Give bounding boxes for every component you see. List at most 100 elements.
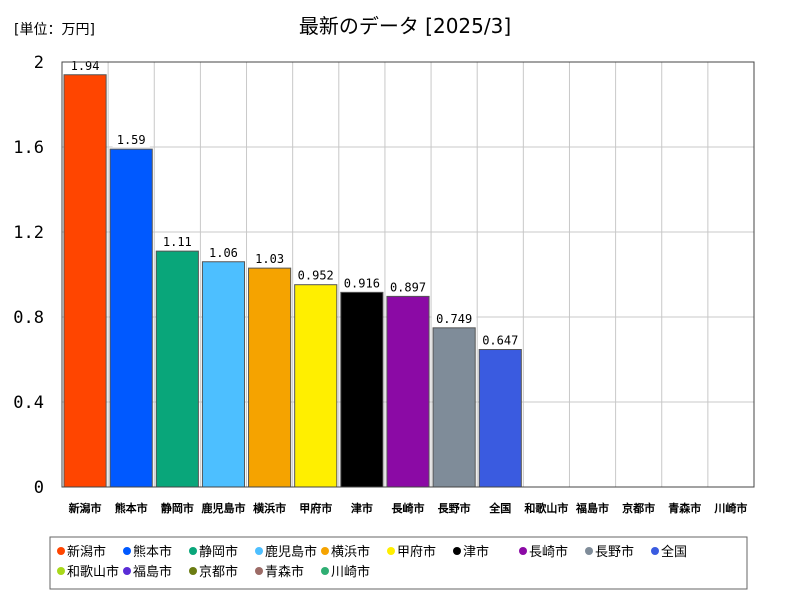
x-tick-label: 横浜市 <box>253 501 286 515</box>
y-tick-label: 1.6 <box>13 138 44 158</box>
bar-0-897 <box>386 295 430 488</box>
legend-frame <box>49 536 748 590</box>
legend-item: 熊本市 <box>123 544 172 560</box>
data-label: 1.59 <box>117 133 146 147</box>
data-label: 0.749 <box>436 312 472 326</box>
plot-frame <box>61 61 755 488</box>
legend-label: 全国 <box>661 544 687 560</box>
data-label-bg <box>431 309 477 326</box>
data-label-bg <box>66 56 104 73</box>
data-label: 1.06 <box>209 246 238 260</box>
y-tick-label: 2 <box>34 53 44 73</box>
legend-marker <box>519 547 527 555</box>
y-tick-label: 1.2 <box>13 223 44 243</box>
x-axis-ticks: 新潟市 熊本市 静岡市 鹿児島市 横浜市 甲府市 津市 長崎市 長野市 全国 和歌山市 福島市 京都市青… <box>69 501 748 515</box>
x-tick-label: 全国 <box>488 501 511 515</box>
data-label: 0.916 <box>344 276 380 290</box>
legend-marker <box>123 547 131 555</box>
y-axis-ticks: 0 0.4 0.8 1.2 1.6 2 <box>13 53 44 498</box>
legend-marker <box>453 547 461 555</box>
legend-label: 静岡市 <box>199 544 238 560</box>
legend-marker <box>585 547 593 555</box>
legend-marker <box>387 547 395 555</box>
legend-item: 津市 <box>453 544 489 560</box>
legend-marker <box>189 567 197 575</box>
legend-marker <box>255 547 263 555</box>
bar-0-749 <box>432 327 476 488</box>
data-label: 1.11 <box>163 235 192 249</box>
legend-marker <box>123 567 131 575</box>
data-label-bg <box>478 331 523 348</box>
bar-0-916 <box>340 291 384 488</box>
x-tick-label: 静岡市 <box>161 501 194 515</box>
legend-marker <box>321 567 329 575</box>
bar-1-94 <box>63 74 107 488</box>
data-label-bg <box>158 233 196 250</box>
x-tick-label: 京都市 <box>622 501 655 515</box>
legend-label: 横浜市 <box>331 544 370 560</box>
x-tick-label: 福島市 <box>575 501 609 515</box>
legend-label: 福島市 <box>133 564 172 580</box>
data-label-bg <box>112 131 150 148</box>
legend-item: 福島市 <box>123 564 172 580</box>
legend-label: 津市 <box>463 544 489 560</box>
x-tick-label: 和歌山市 <box>524 501 568 515</box>
data-label-bg <box>251 250 289 267</box>
legend-label: 京都市 <box>199 564 238 580</box>
legend-item: 静岡市 <box>189 544 238 560</box>
x-tick-label: 川崎市 <box>713 501 747 515</box>
data-label-bg <box>204 243 243 260</box>
chart-title: 最新のデータ [2025/3] <box>299 14 511 38</box>
data-label: 1.94 <box>71 59 100 73</box>
legend-item: 横浜市 <box>321 544 370 560</box>
legend-marker <box>651 547 659 555</box>
legend-marker <box>321 547 329 555</box>
legend-marker <box>189 547 197 555</box>
data-label: 1.03 <box>255 252 284 266</box>
data-label-bg <box>339 274 385 291</box>
bar-1-03 <box>248 267 292 488</box>
bar-1-59 <box>109 148 153 488</box>
legend-item: 川崎市 <box>321 564 370 580</box>
legend-item: 長野市 <box>585 544 634 560</box>
legend-marker <box>255 567 263 575</box>
legend-label: 甲府市 <box>397 544 436 560</box>
legend-label: 長崎市 <box>529 544 568 560</box>
data-label-bg <box>385 278 431 295</box>
data-label-bg <box>293 266 338 283</box>
legend-label: 熊本市 <box>133 544 172 560</box>
legend-label: 長野市 <box>595 544 634 560</box>
data-label: 0.897 <box>390 280 426 294</box>
bar-0-952 <box>294 284 338 488</box>
legend-item: 京都市 <box>189 564 238 580</box>
unit-label: [単位：万円] <box>14 22 95 38</box>
data-labels: 1.94 1.59 1.11 1.06 1.03 0.952 0.916 0.897 0.749… <box>66 56 523 348</box>
x-tick-label: 長崎市 <box>392 501 425 515</box>
y-tick-label: 0 <box>34 478 44 498</box>
y-tick-label: 0.8 <box>13 308 44 328</box>
legend-label: 青森市 <box>265 564 304 580</box>
legend-label: 和歌山市 <box>67 564 119 580</box>
data-label: 0.647 <box>482 334 518 348</box>
x-tick-label: 甲府市 <box>299 501 332 515</box>
legend-item: 新潟市 <box>57 544 106 560</box>
x-tick-label: 長野市 <box>438 501 471 515</box>
x-tick-label: 鹿児島市 <box>201 501 245 515</box>
bars <box>63 74 522 488</box>
legend-item: 長崎市 <box>519 544 568 560</box>
data-label: 0.952 <box>298 269 334 283</box>
x-tick-label: 新潟市 <box>69 501 102 515</box>
legend-item: 鹿児島市 <box>255 544 317 560</box>
legend-label: 川崎市 <box>331 564 370 580</box>
legend-item: 全国 <box>651 544 687 560</box>
bar-1-06 <box>201 261 246 488</box>
x-tick-label: 熊本市 <box>115 501 148 515</box>
x-tick-label: 青森市 <box>668 501 701 515</box>
legend-marker <box>57 567 65 575</box>
bar-1-11 <box>155 250 199 488</box>
bar-0-647 <box>478 349 522 488</box>
legend-marker <box>57 547 65 555</box>
y-tick-label: 0.4 <box>13 393 44 413</box>
